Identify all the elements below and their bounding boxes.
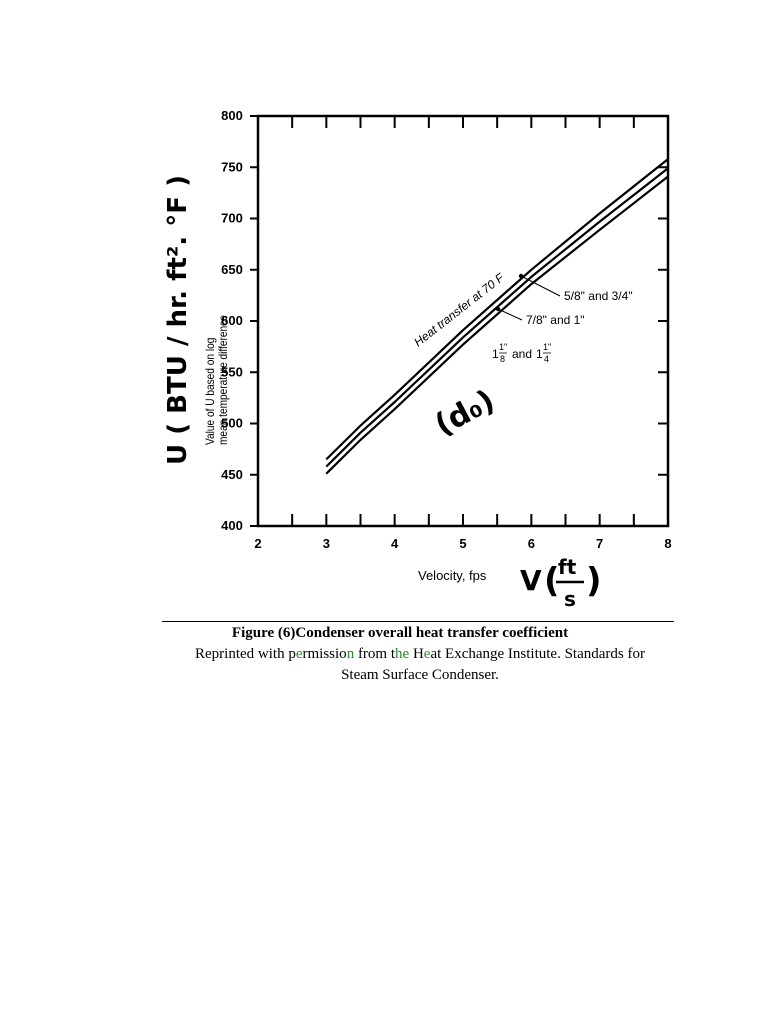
caption-rule: [162, 621, 674, 622]
x-tick-label: 5: [459, 536, 466, 551]
y-axis-label: Value of U based on log mean temperature…: [203, 315, 230, 445]
plot-frame: [256, 114, 670, 528]
handwritten-paren-close: ): [586, 561, 602, 601]
y-tick-label: 600: [221, 313, 243, 328]
y-tick-label: 750: [221, 159, 243, 174]
leader-b: [497, 308, 523, 321]
figure-caption: Figure (6)Condenser overall heat transfe…: [150, 623, 690, 686]
y-tick-labels: 400 450 500 550 600 650 700 750 800: [221, 108, 243, 533]
handwritten-diameter: (d₀): [429, 383, 500, 443]
svg-text:and: and: [512, 347, 532, 361]
handwritten-y-axis-label: U ( BTU / hr. ft². °F ): [163, 175, 193, 465]
leader-a-dot: [518, 273, 524, 279]
handwritten-paren-open: (: [544, 561, 560, 601]
svg-text:1": 1": [543, 342, 551, 352]
y-tick-label: 450: [221, 467, 243, 482]
handwritten-s: s: [564, 587, 576, 611]
svg-text:8: 8: [500, 354, 505, 364]
series-group: [325, 158, 669, 475]
x-tick-label: 2: [254, 536, 261, 551]
x-tick-label: 3: [323, 536, 330, 551]
handwritten-v: V: [520, 564, 542, 597]
series-line-2: [325, 167, 669, 468]
axis-ticks: [250, 115, 669, 527]
annotation-label-a: 5/8" and 3/4": [564, 289, 633, 303]
annotation-label-b: 7/8" and 1": [526, 313, 585, 327]
y-tick-label: 550: [221, 364, 243, 379]
x-tick-labels: 2 3 4 5 6 7 8: [254, 536, 671, 551]
annotation-label-c: 1 1" 8 and 1 1" 4: [492, 342, 551, 364]
x-tick-label: 8: [664, 536, 671, 551]
leader-b-dot: [495, 306, 501, 312]
leader-a: [520, 275, 561, 297]
svg-text:1": 1": [499, 342, 507, 352]
condenser-chart: 400 450 500 550 600 650 700 750 800 2 3 4 5 6 7 8 Valu…: [163, 108, 672, 611]
x-tick-label: 4: [391, 536, 399, 551]
y-tick-label: 700: [221, 211, 243, 226]
y-tick-label: 400: [221, 518, 243, 533]
y-tick-label: 650: [221, 262, 243, 277]
handwritten-ft: ft: [558, 555, 577, 579]
caption-line2: Reprinted with permission from the Heat …: [195, 646, 645, 662]
y-tick-label: 800: [221, 108, 243, 123]
series-line-3: [325, 175, 669, 475]
svg-text:4: 4: [544, 354, 549, 364]
x-tick-label: 6: [528, 536, 535, 551]
figure-title: Figure (6)Condenser overall heat transfe…: [231, 625, 569, 641]
series-line-1: [325, 158, 669, 461]
svg-text:1: 1: [536, 347, 543, 361]
y-tick-label: 500: [221, 416, 243, 431]
x-tick-label: 7: [596, 536, 603, 551]
caption-line3: Steam Surface Condenser.: [341, 667, 499, 683]
x-axis-label: Velocity, fps: [418, 568, 487, 583]
svg-text:1: 1: [492, 347, 499, 361]
